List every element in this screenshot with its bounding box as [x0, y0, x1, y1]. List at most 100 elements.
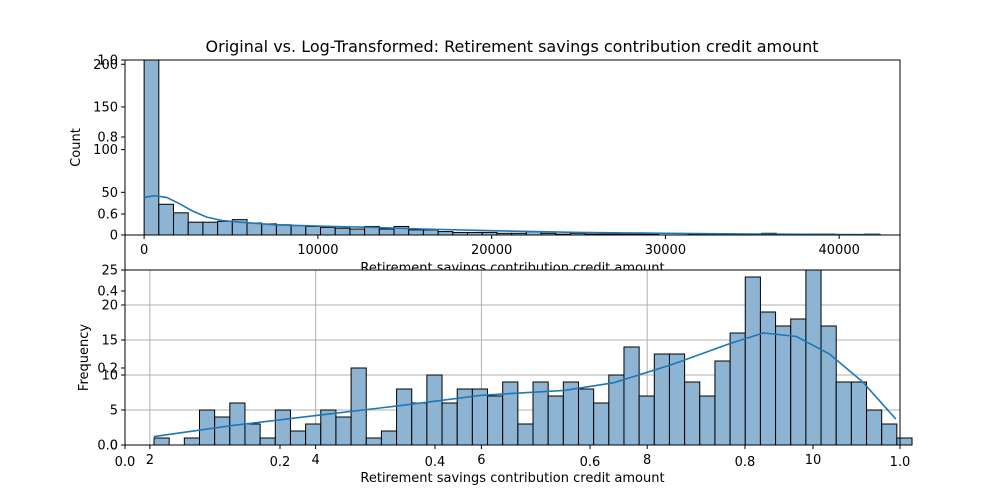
y-axis-label: Frequency: [77, 324, 92, 391]
histogram-bar: [183, 437, 200, 446]
histogram-bar: [305, 225, 322, 236]
histogram-bar: [408, 229, 424, 236]
y-tick-label: 200: [93, 58, 118, 73]
x-tick-label: 2: [146, 453, 154, 468]
histogram-bar: [259, 437, 276, 446]
histogram-bar: [335, 416, 352, 446]
histogram-bar: [487, 395, 504, 446]
histogram-bar: [471, 388, 489, 446]
overlay-x-tick-label: 0.8: [735, 455, 756, 470]
histogram-bar: [881, 423, 898, 446]
y-tick-label: 0: [110, 229, 118, 244]
y-tick-label: 15: [101, 334, 118, 349]
x-tick-label: 8: [643, 453, 651, 468]
x-axis-label: Retirement savings contribution credit a…: [360, 471, 664, 486]
histogram-bar: [729, 332, 746, 446]
histogram-bar: [441, 402, 458, 446]
x-tick-label: 30000: [645, 243, 686, 258]
histogram-bar: [396, 388, 413, 446]
histogram-bar: [547, 395, 564, 446]
histogram-bar: [378, 228, 395, 236]
histogram-bar: [835, 381, 852, 446]
histogram-bar: [305, 423, 322, 446]
overlay-y-tick-label: 0.8: [97, 131, 118, 146]
y-axis-label: Count: [69, 128, 84, 167]
histogram-bar: [820, 325, 837, 446]
histogram-bar: [805, 269, 822, 446]
y-tick-label: 150: [93, 100, 118, 115]
histogram-bar: [350, 367, 367, 446]
histogram-bar: [365, 437, 382, 446]
histogram-bar: [214, 416, 231, 446]
histogram-bar: [158, 203, 175, 236]
x-tick-label: 20000: [471, 243, 512, 258]
histogram-bar: [850, 381, 868, 446]
overlay-tick-labels: 0.0 0.2 0.4 0.6 0.8 1.0 0.0 0.2 0.4 0.6 0.8 1.0: [97, 54, 910, 471]
y-tick-label: 10: [101, 369, 118, 384]
histogram-bar: [187, 221, 204, 236]
histogram-bar: [246, 222, 263, 236]
histogram-bar: [714, 360, 731, 446]
histogram-bar: [623, 346, 640, 446]
histogram-bar: [422, 229, 439, 236]
kde-line: [143, 194, 881, 236]
plot-frame: [124, 269, 901, 446]
histogram-bar: [275, 224, 292, 236]
histogram-bar: [562, 381, 579, 446]
histogram-bar: [744, 276, 761, 446]
y-tick-label: 25: [101, 264, 118, 279]
histogram-bar: [217, 220, 233, 236]
histogram-bar: [437, 231, 454, 236]
histogram-bar: [411, 402, 428, 446]
histogram-bar: [775, 325, 792, 446]
histogram-bar: [577, 388, 595, 446]
histogram-bar: [202, 221, 219, 236]
x-tick-label: 4: [312, 453, 320, 468]
overlay-y-tick-label: 0.4: [97, 285, 118, 300]
kde-line: [153, 332, 897, 438]
overlay-y-tick-label: 1.0: [97, 54, 118, 69]
overlay-x-tick-label: 0.4: [425, 455, 446, 470]
histogram-bar: [244, 423, 261, 446]
y-tick-label: 100: [93, 143, 118, 158]
histogram-bar: [290, 225, 307, 236]
histogram-bar: [320, 226, 336, 236]
overlay-y-tick-label: 0.2: [97, 362, 118, 377]
overlay-x-tick-label: 0.2: [270, 455, 291, 470]
histogram-bar: [517, 423, 534, 446]
histogram-bar: [143, 59, 160, 236]
histogram-bar: [173, 212, 189, 236]
histogram-bar: [349, 228, 366, 236]
histogram-bar: [608, 374, 625, 446]
overlay-x-tick-label: 0.6: [580, 455, 601, 470]
histogram-bar: [668, 353, 686, 446]
y-tick-label: 0: [110, 439, 118, 454]
plot-frame: [124, 59, 901, 236]
y-tick-label: 5: [110, 404, 118, 419]
x-tick-label: 6: [477, 453, 485, 468]
x-tick-label: 10000: [297, 243, 338, 258]
histogram-bar: [866, 409, 883, 446]
plot-area: [125, 60, 900, 235]
overlay-y-tick-label: 0.6: [97, 208, 118, 223]
overlay-y-tick-label: 0.0: [97, 439, 118, 454]
histogram-bar: [699, 395, 716, 446]
y-tick-label: 20: [101, 299, 118, 314]
histogram-bar: [380, 430, 398, 446]
chart-title: Original vs. Log-Transformed: Retirement…: [206, 37, 819, 56]
histogram-bar: [289, 430, 307, 446]
y-tick-label: 50: [101, 186, 118, 201]
histogram-bar: [502, 381, 519, 446]
histogram-bar: [334, 227, 351, 236]
histogram-bar: [593, 402, 610, 446]
overlay-x-tick-label: 0.0: [115, 455, 136, 470]
histogram-bar: [426, 374, 443, 446]
original-histogram-panel: 0 10000 20000 30000 40000050100150200Retirem…: [69, 58, 901, 276]
overlay-x-tick-label: 1.0: [890, 455, 911, 470]
histogram-bar: [274, 409, 291, 446]
histogram-bar: [896, 437, 913, 446]
histogram-bar: [684, 381, 701, 446]
histogram-bar: [759, 311, 777, 446]
log-histogram-panel: 2 4 6 8 10 0 5 10 15 20 25 Retirement savings contr…: [77, 264, 913, 486]
